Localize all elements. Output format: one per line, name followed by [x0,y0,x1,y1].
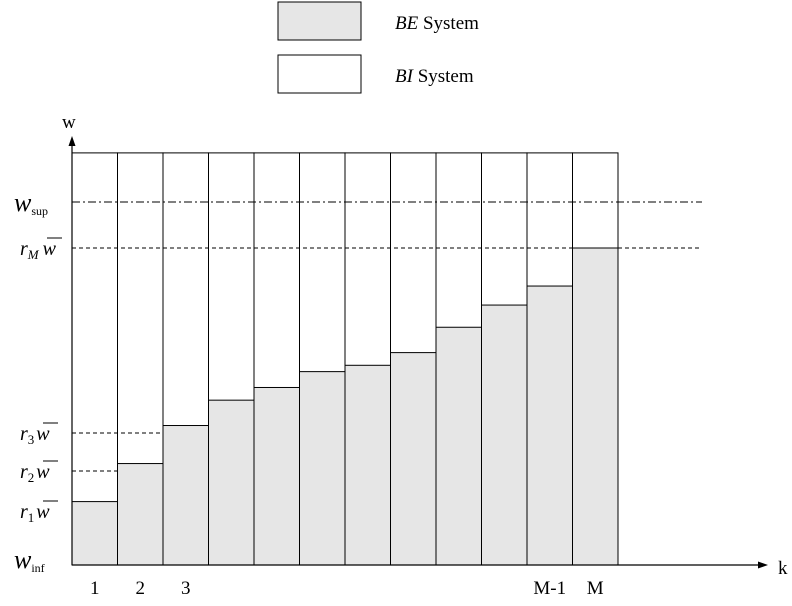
x-tick-label: M-1 [533,578,566,599]
be-bar-6 [299,371,346,566]
be-bar-9 [435,326,482,566]
x-tick-label: M [587,578,604,599]
legend-be-swatch [277,1,362,41]
y-labels: wsup rM w r3 w r2 w r1 w winf [14,188,62,575]
be-bar-1 [71,501,118,566]
be-bar-7 [344,364,391,566]
y-axis-label: w [62,112,76,133]
r3-label: r3 w [20,423,50,447]
reference-lines [72,201,702,472]
be-bar-8 [390,352,437,566]
x-axis-arrow [758,561,768,569]
axes: w k [62,112,788,579]
be-bar-3 [162,425,209,566]
be-bar-10 [481,304,528,566]
be-bar-5 [253,386,300,566]
x-tick-label: 3 [181,578,191,599]
x-tick-label: 1 [90,578,100,599]
legend-bi-swatch [277,54,362,94]
x-tick-label: 2 [136,578,146,599]
legend-bi-label: BI System [395,66,474,87]
x-axis-label: k [778,558,788,579]
be-bar-2 [117,463,164,566]
x-tick-labels: 1 2 3 M-1 M [90,578,604,599]
r1-label: r1 w [20,501,50,525]
w-inf-label: winf [14,545,45,575]
bars [71,152,619,566]
be-bar-4 [208,399,255,566]
rM-label: rM w [20,238,57,262]
r2-label: r2 w [20,461,50,485]
y-axis-arrow [68,136,76,146]
bi-bar-1 [71,152,118,566]
legend-be-label: BE System [395,13,479,34]
be-bar-11 [526,285,573,566]
be-bar-12 [572,247,619,566]
legend: BE System BI System [277,1,479,94]
w-sup-label: wsup [14,188,48,218]
